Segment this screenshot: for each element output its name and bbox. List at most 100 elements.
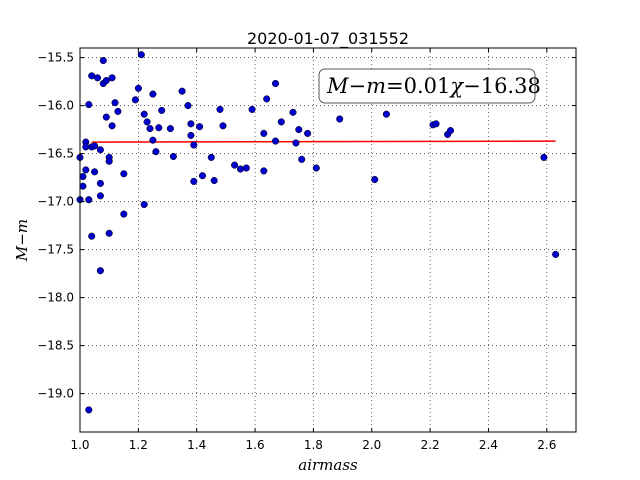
data-point [260, 167, 268, 175]
data-point [166, 125, 174, 133]
data-point [134, 84, 142, 92]
chart-title: 2020-01-07_031552 [247, 29, 409, 49]
data-point [187, 120, 195, 128]
data-point [96, 192, 104, 200]
x-tick-label: 1.0 [70, 438, 89, 452]
data-point [149, 136, 157, 144]
data-point [102, 113, 110, 121]
data-point [552, 250, 560, 258]
data-point [289, 108, 297, 116]
data-point [271, 137, 280, 145]
data-point [190, 141, 198, 149]
axis-ticks [79, 48, 576, 432]
data-point [312, 164, 320, 172]
data-point [169, 152, 177, 161]
data-point [432, 120, 440, 128]
data-point [88, 232, 96, 240]
y-tick-label: −18.5 [37, 339, 74, 353]
data-point [91, 142, 99, 150]
data-point [96, 267, 104, 275]
data-point [231, 161, 239, 169]
data-point [295, 126, 303, 134]
equation-chi: χ [448, 74, 464, 98]
data-point [190, 177, 198, 185]
data-point [79, 182, 87, 190]
y-tick-label: −16.0 [37, 99, 74, 113]
data-point [155, 124, 163, 132]
data-point [216, 105, 224, 113]
equation-slope: =0.01 [386, 74, 450, 98]
fit-equation: M−m=0.01χ−16.38 [326, 74, 541, 98]
data-point [102, 77, 110, 85]
x-tick-label: 2.6 [537, 438, 556, 452]
y-tick-label: −15.5 [37, 51, 74, 65]
data-point [85, 101, 93, 109]
equation-box-frame [318, 68, 536, 104]
data-point [152, 148, 160, 156]
data-point [85, 196, 93, 204]
x-tick-label: 1.4 [187, 438, 206, 452]
data-point [137, 51, 145, 59]
data-point [446, 127, 455, 135]
x-tick-label: 2.4 [479, 438, 498, 452]
data-point [236, 165, 245, 173]
plot-area [76, 47, 577, 433]
y-tick-label: −17.5 [37, 243, 74, 257]
y-tick-label: −16.5 [37, 147, 74, 161]
data-point [96, 146, 104, 154]
data-point [219, 122, 227, 130]
data-point [187, 131, 195, 139]
data-point [105, 157, 113, 165]
x-tick-label: 1.8 [304, 438, 323, 452]
data-point [96, 179, 104, 187]
data-point [371, 175, 379, 184]
data-point [131, 96, 139, 104]
data-point [91, 168, 99, 176]
data-point [114, 107, 122, 115]
data-point [298, 155, 306, 163]
data-point [82, 166, 90, 174]
data-point [120, 170, 128, 178]
data-point [111, 99, 119, 107]
plot-frame [79, 47, 577, 433]
data-point [158, 106, 166, 114]
y-tick-label: −17.0 [37, 195, 74, 209]
data-point [120, 210, 128, 218]
data-point [149, 90, 157, 98]
data-point [304, 129, 312, 137]
data-points [76, 51, 560, 414]
data-point [196, 123, 204, 131]
data-point [242, 164, 250, 172]
data-point [336, 115, 344, 123]
data-point [178, 87, 186, 95]
data-point [108, 122, 116, 130]
fit-line-group [91, 140, 556, 143]
x-tick-label: 1.6 [246, 438, 265, 452]
y-axis-label: M−m [13, 219, 31, 262]
x-axis-label: airmass [298, 456, 358, 474]
x-tick-label: 2.2 [421, 438, 440, 452]
data-point [207, 153, 215, 161]
x-tick-label: 2.0 [362, 438, 381, 452]
x-tick-labels: 1.0 1.2 1.4 1.6 1.8 2.0 2.2 2.4 2.6 [70, 438, 556, 452]
fit-equation-box: M−m=0.01χ−16.38 [318, 68, 541, 104]
data-point [271, 79, 280, 88]
y-tick-label: −19.0 [37, 387, 74, 401]
data-point [277, 118, 285, 126]
data-point [184, 102, 192, 110]
data-point [382, 110, 390, 118]
data-point [105, 229, 113, 237]
data-point [108, 74, 116, 82]
data-point [210, 176, 218, 185]
grid [79, 48, 576, 432]
data-point [82, 143, 90, 151]
y-tick-label: −18.0 [37, 291, 74, 305]
data-point [248, 105, 256, 113]
data-point [263, 95, 271, 103]
data-point [146, 125, 154, 133]
data-point [79, 173, 87, 181]
data-point [93, 74, 102, 82]
data-point [292, 139, 300, 147]
data-point [540, 153, 548, 161]
